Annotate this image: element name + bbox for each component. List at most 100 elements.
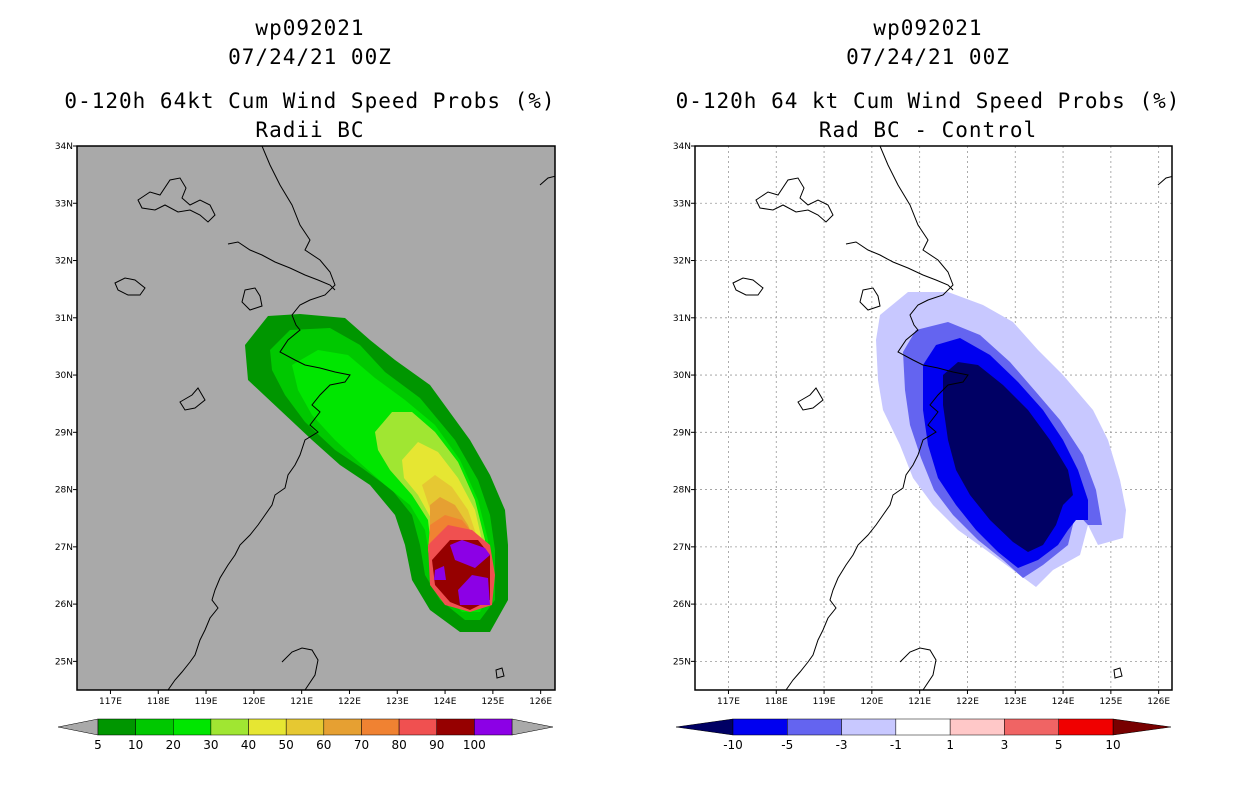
diff-minus10-region (943, 362, 1073, 552)
left-colorbar-over-arrow (511, 718, 554, 736)
colorbar-swatch (732, 718, 788, 736)
colorbar-label: 30 (203, 738, 218, 752)
lon-tick-label: 117E (717, 697, 740, 707)
lon-tick-label: 123E (386, 697, 409, 707)
colorbar-label: -10 (723, 738, 743, 752)
lon-tick-label: 124E (434, 697, 457, 707)
left-datetime: 07/24/21 00Z (228, 45, 392, 69)
left-lat-labels: 34N 33N 32N 31N 30N 29N 28N 27N 26N 25N (55, 142, 77, 667)
colorbar-label: 70 (354, 738, 369, 752)
right-colorbar: -10 -5 -3 -1 1 3 5 10 (675, 718, 1172, 752)
lat-tick-label: 29N (673, 428, 691, 438)
lat-tick-label: 26N (673, 600, 691, 610)
right-product-title: 0-120h 64 kt Cum Wind Speed Probs (%) (675, 89, 1181, 113)
colorbar-label: 5 (94, 738, 102, 752)
colorbar-swatch (841, 718, 897, 736)
lat-tick-label: 30N (673, 371, 691, 381)
colorbar-swatch (361, 718, 400, 736)
lat-tick-label: 25N (55, 657, 73, 667)
colorbar-swatch (210, 718, 249, 736)
left-colorbar-under-arrow (57, 718, 99, 736)
lon-tick-label: 124E (1052, 697, 1075, 707)
colorbar-label: 100 (463, 738, 486, 752)
lon-tick-label: 119E (195, 697, 218, 707)
lon-tick-label: 118E (765, 697, 788, 707)
colorbar-swatch (135, 718, 174, 736)
left-subtitle: Radii BC (255, 118, 365, 142)
lat-tick-label: 33N (55, 199, 73, 209)
right-lat-labels: 34N 33N 32N 31N 30N 29N 28N 27N 26N 25N (673, 142, 695, 667)
right-subtitle: Rad BC - Control (818, 118, 1038, 142)
colorbar-label: -5 (781, 738, 793, 752)
colorbar-label: -1 (890, 738, 902, 752)
lon-tick-label: 125E (481, 697, 504, 707)
prob-100-region (450, 540, 490, 568)
lon-tick-label: 123E (1004, 697, 1027, 707)
colorbar-swatch (1058, 718, 1114, 736)
lat-tick-label: 31N (673, 314, 691, 324)
left-colorbar-labels: 5 10 20 30 40 50 60 70 80 90 100 (94, 738, 486, 752)
lat-tick-label: 28N (55, 486, 73, 496)
lat-tick-label: 28N (673, 486, 691, 496)
lon-tick-label: 118E (147, 697, 170, 707)
left-colorbar-boxes (97, 718, 513, 736)
colorbar-swatch (323, 718, 362, 736)
right-colorbar-boxes (732, 718, 1114, 736)
lat-tick-label: 27N (673, 543, 691, 553)
lon-tick-label: 122E (956, 697, 979, 707)
colorbar-swatch (949, 718, 1005, 736)
lon-tick-label: 121E (908, 697, 931, 707)
colorbar-label: 40 (241, 738, 256, 752)
colorbar-label: 1 (946, 738, 954, 752)
colorbar-swatch (248, 718, 287, 736)
colorbar-swatch (1004, 718, 1059, 736)
lat-tick-label: 26N (55, 600, 73, 610)
lon-tick-label: 126E (529, 697, 552, 707)
lon-tick-label: 120E (242, 697, 265, 707)
prob-100-region (458, 575, 490, 605)
lon-tick-label: 125E (1099, 697, 1122, 707)
colorbar-label: 20 (166, 738, 181, 752)
colorbar-label: 10 (128, 738, 143, 752)
lat-tick-label: 30N (55, 371, 73, 381)
colorbar-swatch (787, 718, 842, 736)
colorbar-swatch (398, 718, 437, 736)
left-coastlines (114, 146, 555, 690)
lon-tick-label: 117E (99, 697, 122, 707)
left-prob-shading (245, 314, 508, 632)
colorbar-swatch (436, 718, 475, 736)
lon-tick-label: 119E (813, 697, 836, 707)
lat-tick-label: 33N (673, 199, 691, 209)
right-datetime: 07/24/21 00Z (846, 45, 1010, 69)
colorbar-swatch (173, 718, 212, 736)
colorbar-label: 90 (429, 738, 444, 752)
right-coastlines (732, 146, 1172, 690)
colorbar-swatch (895, 718, 951, 736)
lon-tick-label: 122E (338, 697, 361, 707)
right-colorbar-labels: -10 -5 -3 -1 1 3 5 10 (723, 738, 1120, 752)
colorbar-label: 60 (316, 738, 331, 752)
left-colorbar: 5 10 20 30 40 50 60 70 80 90 100 (57, 718, 554, 752)
colorbar-label: 5 (1055, 738, 1063, 752)
left-product-title: 0-120h 64kt Cum Wind Speed Probs (%) (64, 89, 556, 113)
colorbar-label: 3 (1001, 738, 1009, 752)
lat-tick-label: 34N (55, 142, 73, 152)
colorbar-swatch (474, 718, 513, 736)
lon-tick-label: 121E (290, 697, 313, 707)
colorbar-swatch (285, 718, 325, 736)
colorbar-swatch (97, 718, 136, 736)
right-colorbar-over-arrow (1112, 718, 1172, 736)
lat-tick-label: 25N (673, 657, 691, 667)
lat-tick-label: 32N (673, 257, 691, 267)
lat-tick-label: 27N (55, 543, 73, 553)
lon-tick-label: 120E (860, 697, 883, 707)
lat-tick-label: 31N (55, 314, 73, 324)
right-colorbar-under-arrow (675, 718, 734, 736)
lat-tick-label: 32N (55, 257, 73, 267)
left-storm-id: wp092021 (255, 16, 365, 40)
right-storm-id: wp092021 (873, 16, 983, 40)
